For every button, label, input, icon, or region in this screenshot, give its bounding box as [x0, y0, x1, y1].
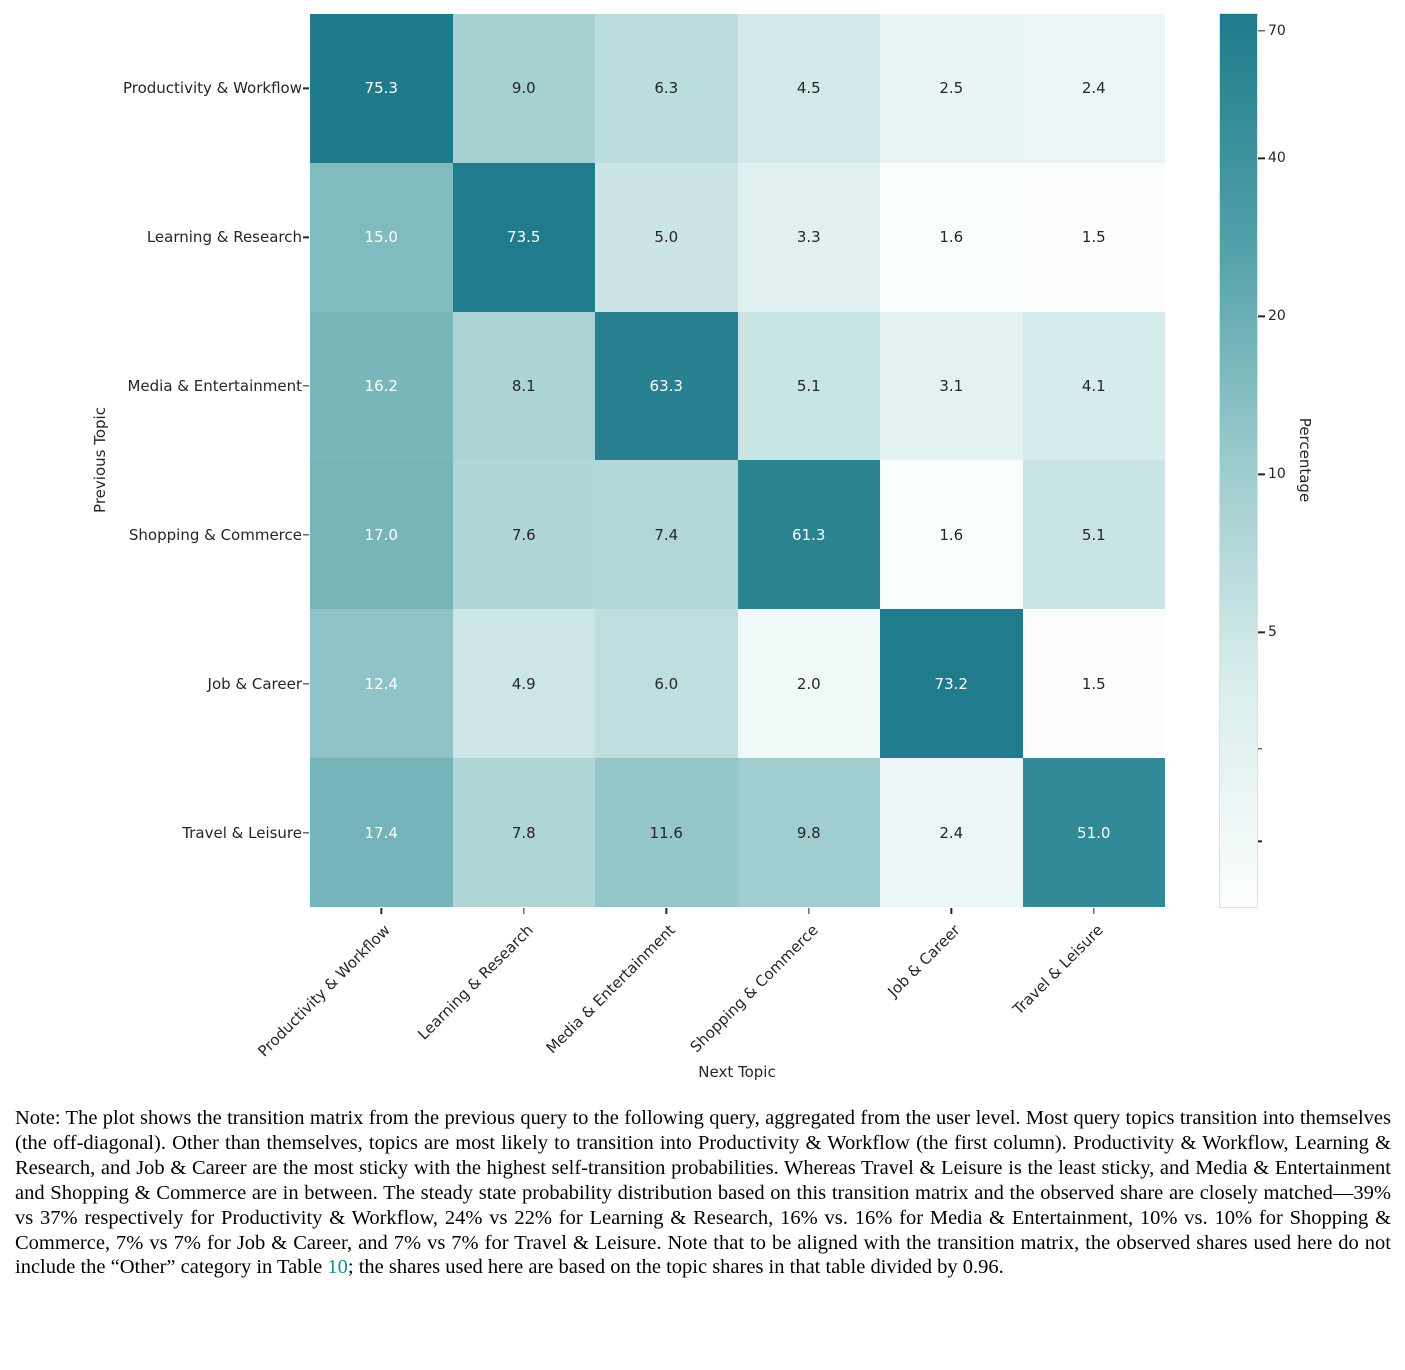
heatmap-cell: 15.0 [310, 162, 453, 312]
heatmap-cell: 17.4 [310, 758, 453, 907]
y-tick-label: Productivity & Workflow [122, 79, 302, 98]
note-text-before: Note: The plot shows the transition matr… [15, 1107, 1391, 1279]
heatmap-cell: 73.5 [452, 162, 595, 312]
heatmap-cell: 3.3 [737, 162, 880, 312]
heatmap-cell: 9.8 [737, 758, 880, 907]
y-tick-label: Learning & Research [146, 228, 302, 247]
y-tick-label: Travel & Leisure [182, 823, 302, 842]
heatmap-cell: 6.3 [595, 14, 738, 163]
heatmap-cell: 63.3 [595, 311, 738, 461]
x-tick-label: Job & Career [884, 921, 964, 1001]
heatmap-cell: 11.6 [595, 758, 738, 907]
heatmap-cell: 8.1 [452, 311, 595, 461]
heatmap-cell: 9.0 [452, 14, 595, 163]
x-tick-label: Productivity & Workflow [254, 921, 394, 1061]
colorbar-tick-mark [1258, 473, 1265, 476]
y-tick-label: Shopping & Commerce [128, 525, 302, 544]
colorbar-minor-tick-mark [1258, 840, 1262, 843]
colorbar-tick-label: 10 [1268, 466, 1286, 483]
heatmap-cell: 12.4 [310, 609, 453, 759]
y-tick-mark [303, 831, 309, 834]
heatmap-cell: 4.9 [452, 609, 595, 759]
x-tick-label: Learning & Research [414, 921, 537, 1044]
figure-note: Note: The plot shows the transition matr… [15, 1106, 1391, 1280]
heatmap-cell: 5.0 [595, 162, 738, 312]
heatmap-cell: 3.1 [880, 311, 1023, 461]
y-tick-mark [303, 683, 309, 685]
heatmap-cell: 5.1 [737, 311, 880, 461]
heatmap-cell: 4.5 [737, 14, 880, 163]
y-axis-title: Previous Topic [91, 407, 109, 513]
heatmap-cell: 1.6 [880, 162, 1023, 312]
x-tick-label: Travel & Leisure [1009, 921, 1107, 1019]
x-tick-mark [665, 908, 667, 914]
x-tick-mark [950, 908, 952, 914]
colorbar-tick-mark [1258, 315, 1265, 317]
x-tick-label: Media & Entertainment [542, 921, 679, 1058]
colorbar-tick-label: 70 [1268, 22, 1286, 39]
colorbar [1219, 13, 1258, 908]
table-ref-link[interactable]: 10 [327, 1256, 348, 1279]
heatmap-cell: 1.6 [880, 460, 1023, 610]
colorbar-title: Percentage [1296, 417, 1314, 503]
y-tick-mark [303, 87, 309, 90]
heatmap-cell: 7.8 [452, 758, 595, 907]
heatmap-cell: 2.4 [1022, 14, 1165, 163]
colorbar-tick-mark [1258, 631, 1265, 634]
colorbar-tick-label: 5 [1268, 624, 1277, 641]
heatmap-cell: 61.3 [737, 460, 880, 610]
note-text-after: ; the shares used here are based on the … [347, 1256, 1004, 1279]
heatmap-cell: 6.0 [595, 609, 738, 759]
colorbar-tick-label: 40 [1268, 150, 1286, 167]
y-tick-label: Media & Entertainment [127, 377, 302, 396]
x-tick-label: Shopping & Commerce [686, 921, 822, 1057]
x-tick-mark [380, 908, 382, 914]
heatmap-cell: 16.2 [310, 311, 453, 461]
colorbar-tick-mark [1258, 29, 1265, 32]
heatmap-cell: 2.5 [880, 14, 1023, 163]
heatmap-cell: 2.4 [880, 758, 1023, 907]
x-tick-mark [808, 908, 810, 914]
heatmap-cell: 7.6 [452, 460, 595, 610]
y-tick-label: Job & Career [207, 674, 302, 693]
heatmap-cell: 51.0 [1022, 758, 1165, 907]
y-tick-mark [303, 236, 309, 238]
heatmap-cell: 4.1 [1022, 311, 1165, 461]
heatmap-cell: 75.3 [310, 14, 453, 163]
heatmap-cell: 1.5 [1022, 162, 1165, 312]
x-tick-mark [1093, 908, 1095, 914]
heatmap-cell: 2.0 [737, 609, 880, 759]
heatmap-cell: 17.0 [310, 460, 453, 610]
x-tick-mark [523, 908, 525, 914]
heatmap-grid: 75.3 9.0 6.3 4.5 2.5 2.4 15.0 73.5 5.0 3.3 1.6 1.5 1… [310, 14, 1165, 907]
heatmap-cell: 5.1 [1022, 460, 1165, 610]
colorbar-minor-tick-mark [1258, 748, 1262, 750]
y-tick-mark [303, 534, 309, 536]
y-tick-mark [303, 385, 309, 387]
x-axis-title: Next Topic [698, 1063, 776, 1081]
colorbar-tick-label: 20 [1268, 308, 1286, 325]
heatmap-cell: 73.2 [880, 609, 1023, 759]
colorbar-tick-mark [1258, 157, 1265, 159]
heatmap-cell: 1.5 [1022, 609, 1165, 759]
heatmap-cell: 7.4 [595, 460, 738, 610]
